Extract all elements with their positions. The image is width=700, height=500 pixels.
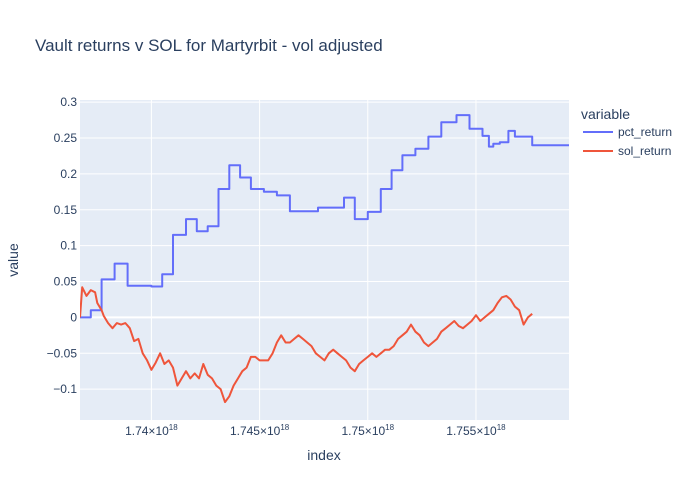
x-tick-label: 1.75×1018 (341, 423, 394, 438)
y-tick-label: −0.05 (47, 346, 78, 360)
y-tick-label: 0.25 (54, 131, 78, 145)
series-line-pct_return (80, 114, 569, 319)
x-tick-labels: 1.74×1018 1.745×1018 1.75×1018 1.755×1018 (125, 423, 506, 438)
legend-label-pct_return: pct_return (618, 125, 672, 139)
y-tick-label: 0 (70, 310, 77, 324)
y-tick-labels: 0.3 0.25 0.2 0.15 0.1 0.05 0 −0.05 −0.1 (47, 95, 78, 396)
x-tick-label: 1.755×1018 (446, 423, 506, 438)
y-tick-label: 0.2 (60, 167, 77, 181)
y-tick-label: 0.05 (54, 275, 78, 289)
legend: variable pct_return sol_return (581, 106, 672, 158)
series-line-sol_return (80, 286, 533, 404)
y-tick-label: −0.1 (53, 382, 77, 396)
x-axis-title: index (307, 447, 340, 463)
series-lines (80, 114, 569, 404)
y-tick-label: 0.1 (60, 239, 77, 253)
x-tick-label: 1.74×1018 (125, 423, 178, 438)
chart-title: Vault returns v SOL for Martyrbit - vol … (35, 36, 383, 55)
y-axis-title: value (5, 243, 21, 277)
x-tick-label: 1.745×1018 (230, 423, 290, 438)
legend-label-sol_return: sol_return (618, 144, 671, 158)
legend-title: variable (581, 106, 630, 122)
y-tick-label: 0.3 (60, 95, 77, 109)
y-tick-label: 0.15 (54, 203, 78, 217)
plot-area (80, 100, 569, 420)
